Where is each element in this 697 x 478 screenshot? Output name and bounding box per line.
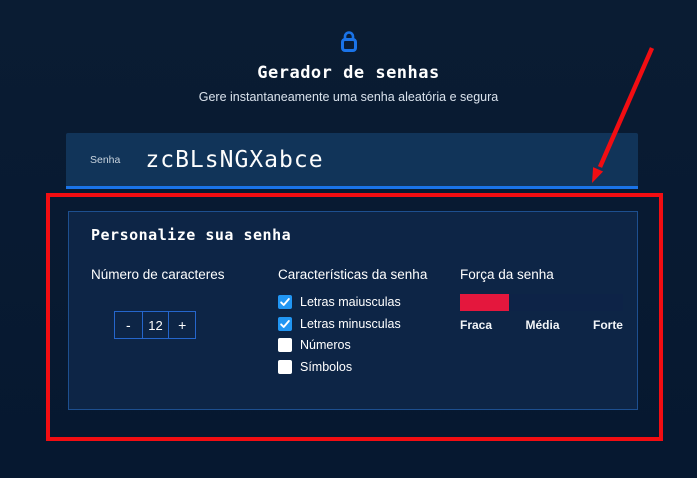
strength-scale-medium: Média <box>525 318 560 332</box>
customize-card: Personalize sua senha Número de caracter… <box>68 211 638 410</box>
strength-fill <box>460 294 509 311</box>
password-display-bar: Senha zcBLsNGXabce <box>66 133 638 189</box>
checkbox-uppercase[interactable] <box>278 295 292 309</box>
character-count-section: Número de caracteres - 12 + <box>91 267 261 339</box>
strength-scale-weak: Fraca <box>460 318 493 332</box>
strength-label: Força da senha <box>460 267 554 282</box>
option-row-lowercase[interactable]: Letras minusculas <box>278 316 456 331</box>
checkbox-label-uppercase: Letras maiusculas <box>300 295 401 309</box>
checkbox-symbols[interactable] <box>278 359 292 374</box>
checkbox-numbers[interactable] <box>278 338 292 352</box>
decrement-button[interactable]: - <box>115 312 142 338</box>
character-count-stepper: - 12 + <box>114 311 196 339</box>
increment-button[interactable]: + <box>168 312 195 338</box>
checkbox-lowercase[interactable] <box>278 316 292 331</box>
strength-scale: Fraca Média Forte <box>460 318 623 332</box>
customize-card-title: Personalize sua senha <box>91 226 292 244</box>
app-header: Gerador de senhas Gere instantaneamente … <box>0 30 697 104</box>
characteristics-section: Características da senha Letras maiuscul… <box>278 267 456 381</box>
lock-icon <box>0 30 697 54</box>
strength-meter <box>460 294 623 311</box>
character-count-label: Número de caracteres <box>91 267 225 282</box>
page-subtitle: Gere instantaneamente uma senha aleatóri… <box>198 90 499 104</box>
page-title: Gerador de senhas <box>257 63 440 83</box>
strength-scale-strong: Forte <box>592 318 623 332</box>
check-icon <box>280 298 290 306</box>
characteristics-options: Letras maiusculas Letras minusculas Núme… <box>278 295 456 374</box>
characteristics-label: Características da senha <box>278 267 428 282</box>
check-icon <box>280 319 290 328</box>
option-row-numbers[interactable]: Números <box>278 338 456 352</box>
checkbox-label-lowercase: Letras minusculas <box>300 316 401 331</box>
strength-section: Força da senha Fraca Média Forte <box>460 267 623 332</box>
checkbox-label-numbers: Números <box>300 338 351 352</box>
character-count-value: 12 <box>141 312 169 338</box>
checkbox-label-symbols: Símbolos <box>300 359 353 374</box>
option-row-uppercase[interactable]: Letras maiusculas <box>278 295 456 309</box>
option-row-symbols[interactable]: Símbolos <box>278 359 456 374</box>
generated-password-value: zcBLsNGXabce <box>145 146 324 173</box>
password-field-label: Senha <box>90 153 121 166</box>
